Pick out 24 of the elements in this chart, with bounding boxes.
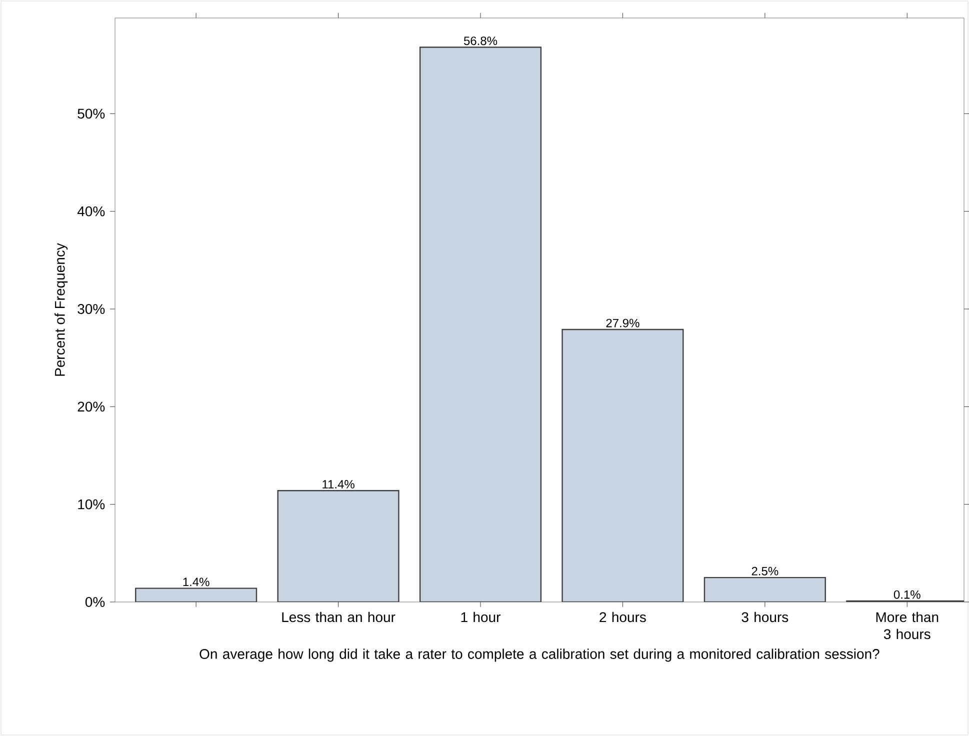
x-axis-title: On average how long did it take a rater to complete a calibration set during a monitored calibration session? bbox=[200, 648, 880, 662]
bar bbox=[278, 490, 399, 602]
data-label: 11.4% bbox=[322, 480, 354, 488]
data-label: 1.4% bbox=[183, 578, 210, 586]
data-label: 56.8% bbox=[464, 36, 498, 46]
bar bbox=[136, 588, 257, 602]
x-tick-label: 1 hour bbox=[461, 612, 500, 622]
y-tick-label: 40% bbox=[77, 206, 105, 216]
y-tick-label: 50% bbox=[78, 108, 105, 119]
x-tick-label: 3 hours bbox=[742, 612, 788, 622]
bar bbox=[704, 578, 826, 602]
x-tick-label: More than 3 hours bbox=[876, 612, 938, 640]
x-tick-label: 2 hours bbox=[600, 612, 646, 622]
bar bbox=[562, 330, 684, 602]
data-label: 27.9% bbox=[606, 318, 640, 328]
y-tick-label: 30% bbox=[78, 304, 105, 314]
data-label: 2.5% bbox=[752, 566, 778, 576]
y-tick-label: 0% bbox=[85, 597, 105, 607]
bar bbox=[420, 47, 541, 602]
x-tick-label: Less than an hour bbox=[282, 612, 396, 622]
y-tick-label: 10% bbox=[78, 499, 105, 510]
y-tick-label: 20% bbox=[78, 402, 105, 412]
y-axis-title: Percent of Frequency bbox=[54, 243, 68, 376]
data-label: 0.1% bbox=[894, 590, 920, 599]
